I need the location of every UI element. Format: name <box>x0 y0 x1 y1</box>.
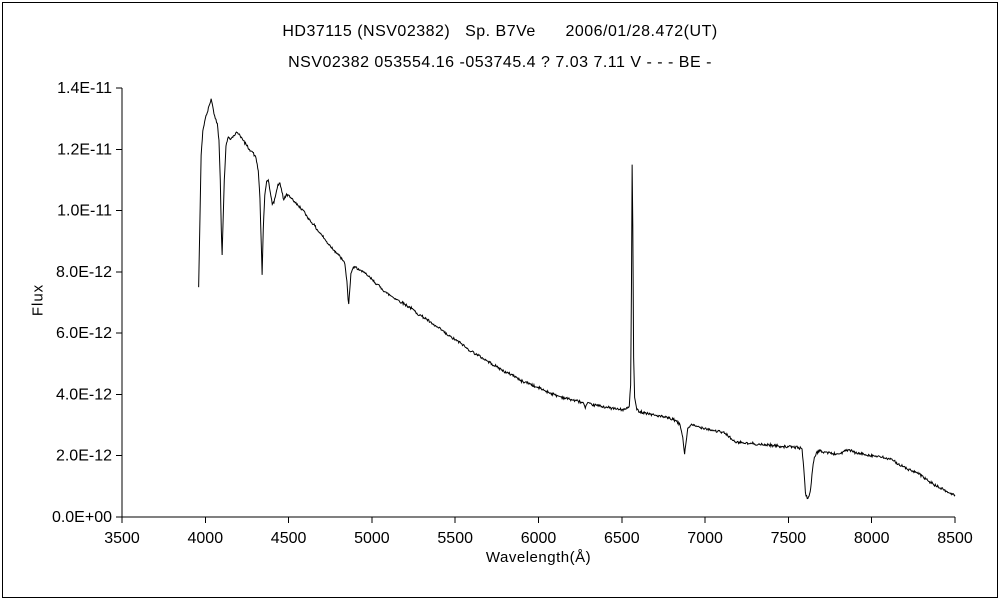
x-tick-label: 3500 <box>104 530 140 547</box>
x-tick-label: 7500 <box>771 530 807 547</box>
x-tick-label: 6500 <box>604 530 640 547</box>
x-tick-label: 5000 <box>354 530 390 547</box>
x-tick-label: 7000 <box>687 530 723 547</box>
x-tick-label: 4500 <box>271 530 307 547</box>
y-tick-label: 4.0E-12 <box>56 386 112 403</box>
y-tick-label: 2.0E-12 <box>56 448 112 465</box>
x-tick-label: 4000 <box>188 530 224 547</box>
chart-subtitle: NSV02382 053554.16 -053745.4 ? 7.03 7.11… <box>288 54 712 71</box>
y-tick-label: 1.4E-11 <box>57 80 112 97</box>
y-tick-label: 8.0E-12 <box>56 264 112 281</box>
spectrum-trace <box>198 98 956 500</box>
x-tick-label: 8500 <box>937 530 973 547</box>
y-tick-label: 6.0E-12 <box>56 325 112 342</box>
x-axis-title: Wavelength(Å) <box>485 549 592 566</box>
x-tick-label: 8000 <box>854 530 890 547</box>
y-tick-label: 0.0E+00 <box>52 509 112 526</box>
chart-title: HD37115 (NSV02382) Sp. B7Ve 2006/01/28.4… <box>282 23 718 40</box>
x-tick-label: 5500 <box>437 530 473 547</box>
x-tick-label: 6000 <box>521 530 557 547</box>
y-tick-label: 1.2E-11 <box>57 141 112 158</box>
y-tick-label: 1.0E-11 <box>57 203 112 220</box>
